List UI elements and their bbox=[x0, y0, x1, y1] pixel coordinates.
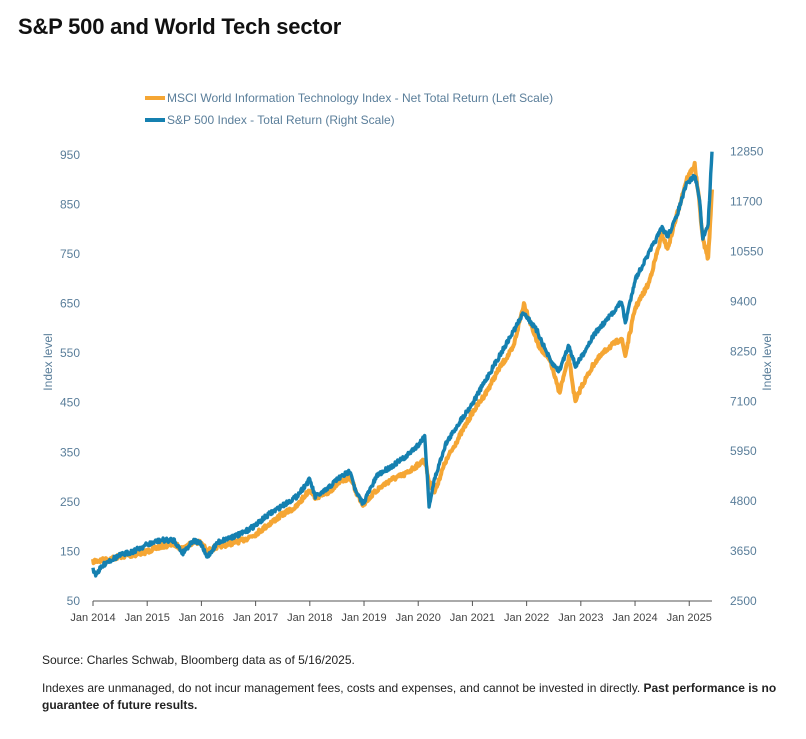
left-axis-title: Index level bbox=[41, 333, 55, 390]
right-tick-label: 10550 bbox=[730, 245, 764, 259]
x-tick-label: Jan 2025 bbox=[667, 612, 712, 624]
right-tick-label: 9400 bbox=[730, 294, 757, 308]
left-tick-label: 450 bbox=[60, 396, 80, 410]
x-tick-label: Jan 2022 bbox=[504, 612, 549, 624]
x-tick-label: Jan 2020 bbox=[396, 612, 441, 624]
x-tick-label: Jan 2015 bbox=[125, 612, 170, 624]
x-tick-label: Jan 2019 bbox=[341, 612, 386, 624]
legend-label-sp500: S&P 500 Index - Total Return (Right Scal… bbox=[167, 113, 395, 127]
right-tick-label: 2500 bbox=[730, 594, 757, 608]
x-tick-label: Jan 2014 bbox=[70, 612, 115, 624]
disclaimer-text: Indexes are unmanaged, do not incur mana… bbox=[42, 681, 641, 695]
left-tick-label: 550 bbox=[60, 346, 80, 360]
right-tick-label: 11700 bbox=[730, 195, 763, 209]
x-tick-label: Jan 2018 bbox=[287, 612, 332, 624]
right-axis-title: Index level bbox=[760, 333, 774, 390]
left-tick-label: 950 bbox=[60, 148, 80, 162]
right-tick-label: 8250 bbox=[730, 344, 757, 358]
disclaimer: Indexes are unmanaged, do not incur mana… bbox=[42, 680, 782, 714]
left-tick-label: 50 bbox=[67, 594, 81, 608]
x-tick-label: Jan 2021 bbox=[450, 612, 495, 624]
right-tick-label: 3650 bbox=[730, 544, 757, 558]
disclaimer-bold-text: Past performance is no guarantee of futu… bbox=[42, 681, 777, 712]
right-tick-label: 5950 bbox=[730, 444, 757, 458]
right-tick-label: 12850 bbox=[730, 145, 764, 159]
left-tick-label: 150 bbox=[60, 544, 80, 558]
sp500-series-line bbox=[91, 151, 714, 578]
left-tick-label: 850 bbox=[60, 197, 80, 211]
legend-label-msci: MSCI World Information Technology Index … bbox=[167, 91, 553, 105]
line-chart: Jan 2014 Jan 2015 Jan 2016 Jan 2017 Jan 2018… bbox=[41, 91, 774, 624]
left-tick-label: 250 bbox=[60, 495, 80, 509]
x-tick-label: Jan 2024 bbox=[612, 612, 657, 624]
x-tick-label: Jan 2023 bbox=[558, 612, 603, 624]
right-tick-label: 7100 bbox=[730, 394, 757, 408]
right-tick-label: 4800 bbox=[730, 494, 757, 508]
page-title: S&P 500 and World Tech sector bbox=[18, 14, 342, 39]
left-tick-label: 650 bbox=[60, 297, 80, 311]
msci-tech-series-line bbox=[91, 160, 714, 566]
source-note: Source: Charles Schwab, Bloomberg data a… bbox=[42, 653, 355, 667]
left-tick-label: 750 bbox=[60, 247, 80, 261]
x-tick-label: Jan 2016 bbox=[179, 612, 224, 624]
left-tick-label: 350 bbox=[60, 445, 80, 459]
x-tick-label: Jan 2017 bbox=[233, 612, 278, 624]
